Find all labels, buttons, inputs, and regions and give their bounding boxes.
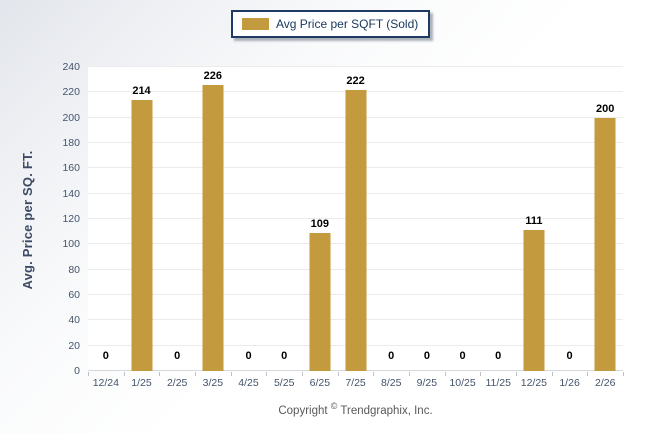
bar-slot: 200 (587, 67, 623, 371)
gridline (88, 66, 623, 67)
x-tick-mark (409, 372, 410, 376)
y-tick-label: 40 (68, 314, 80, 327)
copyright-text: Copyright © Trendgraphix, Inc. (88, 401, 623, 417)
x-axis-ticks (88, 371, 624, 376)
y-axis-tick-labels: 0 20 40 60 80 100 120 140 160 180 200 220 240 (38, 61, 84, 377)
y-tick-label: 140 (62, 187, 80, 200)
bar-slot: 214 (124, 67, 160, 371)
bar (131, 99, 152, 371)
x-tick-label: 12/24 (92, 377, 119, 389)
y-tick-label: 0 (74, 365, 80, 377)
bar-value-label: 0 (388, 350, 395, 362)
x-tick-mark (551, 372, 553, 376)
bar-value-label: 0 (566, 350, 573, 362)
bar-slot: 0 (159, 67, 195, 371)
bar (345, 89, 367, 371)
y-tick-label: 120 (62, 213, 80, 225)
x-tick-mark (230, 372, 232, 376)
x-tick-label: 12/25 (520, 377, 548, 389)
bar-value-label: 222 (346, 74, 365, 87)
x-tick-mark (587, 372, 589, 376)
legend-label: Avg Price per SQFT (Sold) (276, 17, 419, 31)
bar-slot: 0 (409, 67, 445, 371)
x-tick-mark (302, 372, 303, 376)
bar-slot: 226 (195, 67, 231, 371)
x-tick-mark (444, 372, 446, 376)
bar-value-label: 0 (281, 350, 288, 362)
x-tick-label: 11/25 (485, 377, 511, 389)
x-tick-label: 1/26 (559, 377, 580, 389)
bar-slot: 0 (480, 67, 516, 371)
x-tick-label: 9/25 (416, 377, 438, 389)
x-tick-label: 10/25 (449, 377, 476, 389)
bar-slot: 111 (516, 67, 552, 371)
y-tick-label: 160 (62, 162, 80, 175)
legend-swatch-icon (242, 18, 269, 30)
bar-slot: 0 (231, 67, 267, 371)
x-tick-mark (195, 372, 196, 376)
bar-value-label: 0 (495, 350, 502, 362)
copyright-post: Trendgraphix, Inc. (337, 404, 433, 417)
x-tick-mark (516, 372, 517, 376)
bar (523, 230, 545, 371)
bar-slot: 0 (88, 67, 124, 371)
bar-slot: 222 (338, 67, 374, 371)
bar-value-label: 226 (203, 69, 223, 82)
x-tick-label: 6/25 (309, 377, 331, 389)
x-tick-label: 1/25 (131, 377, 152, 389)
x-tick-label: 3/25 (202, 377, 224, 389)
x-tick-mark (88, 372, 89, 376)
bar-value-label: 111 (525, 215, 543, 228)
y-tick-label: 100 (62, 238, 80, 251)
y-tick-label: 20 (68, 339, 80, 352)
bars: 0 214 0 226 0 0 109 222 0 0 0 0 111 0 200 (88, 67, 623, 371)
x-tick-mark (480, 372, 482, 376)
x-tick-label: 8/25 (380, 377, 402, 389)
x-tick-mark (266, 372, 268, 376)
x-tick-mark (159, 372, 161, 376)
x-tick-label: 2/25 (166, 377, 188, 389)
bar-slot: 0 (552, 67, 588, 371)
x-axis-labels: 12/24 1/25 2/25 3/25 4/25 5/25 6/25 7/25 8/25 9/2… (88, 377, 623, 389)
x-tick-mark (123, 372, 125, 376)
bar (594, 117, 616, 371)
bar-slot: 0 (373, 67, 409, 371)
y-tick-label: 180 (62, 137, 80, 149)
y-tick-label: 200 (62, 111, 80, 124)
x-tick-label: 4/25 (238, 377, 259, 389)
x-tick-label: 7/25 (345, 377, 366, 389)
y-tick-label: 240 (62, 61, 80, 73)
x-tick-label: 5/25 (273, 377, 295, 389)
copyright-symbol: © (330, 401, 338, 411)
y-tick-label: 220 (62, 86, 80, 99)
bar-value-label: 0 (245, 350, 252, 362)
y-tick-label: 80 (68, 263, 80, 276)
copyright-pre: Copyright (278, 404, 331, 417)
bar-value-label: 0 (459, 350, 466, 362)
x-tick-mark (337, 372, 339, 376)
plot-area: 0 214 0 226 0 0 109 222 0 0 0 0 111 0 200 (88, 66, 624, 376)
bar-value-label: 214 (132, 84, 151, 97)
bar-value-label: 200 (596, 102, 615, 115)
bar (309, 232, 331, 371)
bar-value-label: 0 (174, 350, 181, 362)
bar-slot: 0 (266, 67, 302, 371)
legend: Avg Price per SQFT (Sold) (231, 10, 431, 38)
bar-value-label: 109 (310, 217, 330, 230)
x-tick-mark (373, 372, 375, 376)
x-tick-label: 2/26 (595, 377, 616, 389)
y-tick-label: 60 (68, 289, 80, 301)
bar (202, 84, 224, 371)
x-tick-mark (623, 372, 624, 376)
bar-slot: 0 (445, 67, 481, 371)
bar-slot: 109 (302, 67, 338, 371)
bar-value-label: 0 (102, 350, 109, 362)
bar-value-label: 0 (423, 350, 430, 362)
